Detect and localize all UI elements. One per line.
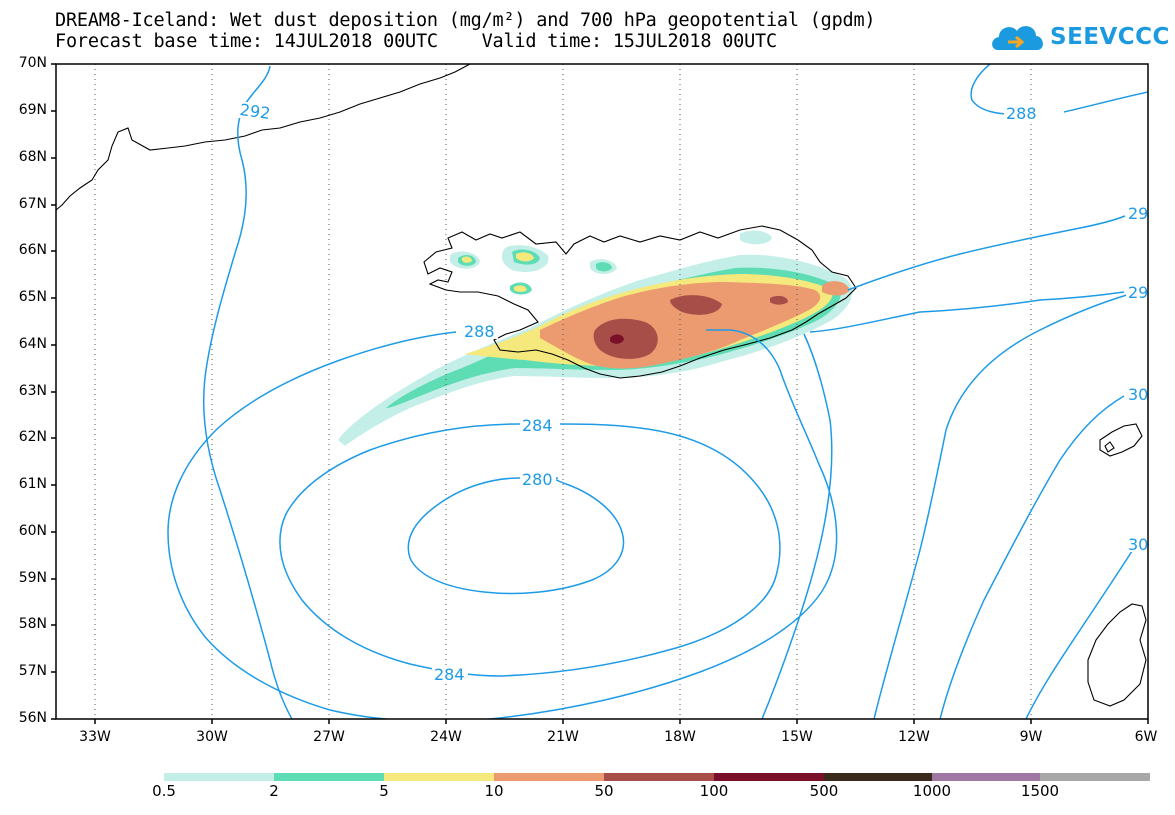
chart-title: DREAM8-Iceland: Wet dust deposition (mg/… [55,10,876,31]
colorbar-label: 100 [699,782,729,800]
contour-308-east [1025,547,1135,719]
lat-label: 70N [18,55,47,71]
geopotential-contours [167,64,1148,719]
contour-label-300: 30 [1128,385,1148,404]
scotland-coast [1087,603,1147,707]
lon-label: 6W [1134,729,1158,745]
contour-label-304: 30 [1128,535,1148,554]
lat-label: 68N [18,149,47,165]
lat-label: 59N [18,570,47,586]
colorbar-swatch [1040,773,1150,781]
lon-label: 24W [430,729,462,745]
deposition-100-500 [610,334,624,344]
contour-label-292: 292 [239,100,272,123]
lon-label: 18W [664,729,696,745]
iceland-coast [423,225,857,379]
contour-label-284: 284 [522,416,553,435]
lon-label: 27W [313,729,345,745]
lat-label: 63N [18,383,47,399]
colorbar-label: 1500 [1020,782,1060,800]
lat-label: 66N [18,242,47,258]
colorbar-swatch [384,773,494,781]
contour-labels: 292 288 29 29 30 30 288 284 280 284 [238,100,1148,684]
coastlines [55,63,1147,707]
deposition-0.5-2 [740,230,772,245]
colorbar-label: 50 [594,782,614,800]
colorbar-label: 10 [484,782,504,800]
colorbar-label: 0.5 [152,782,176,800]
contour-label-284: 284 [434,665,465,684]
colorbar-swatch [274,773,384,781]
colorbar-swatch [824,773,932,781]
deposition-50-100 [670,295,788,315]
lat-label: 61N [18,476,47,492]
contour-288-ring [167,329,838,719]
colorbar-swatch [494,773,604,781]
lat-label: 67N [18,196,47,212]
contour-280 [407,477,625,595]
colorbar-label: 5 [379,782,389,800]
lat-label: 57N [18,663,47,679]
contour-label-288: 288 [1006,104,1037,123]
contour-label-288: 288 [464,322,495,341]
logo-text: SEEVCCC [1050,24,1170,50]
lat-label: 60N [18,523,47,539]
contour-label-292: 29 [1128,204,1148,223]
deposition-2-5 [458,249,612,295]
faroe-coast [1104,441,1115,453]
contour-284 [279,423,781,677]
lat-label: 62N [18,429,47,445]
lon-label: 12W [898,729,930,745]
lat-label: 56N [18,710,47,726]
lon-label: 21W [547,729,579,745]
colorbar-swatch [714,773,824,781]
colorbar-label: 1000 [912,782,952,800]
colorbar-label: 500 [809,782,839,800]
deposition-5-10 [462,252,534,292]
norway-coast [1099,423,1143,457]
grid-lines [94,64,1032,719]
contour-292-west [202,65,293,719]
seevccc-logo: SEEVCCC [988,18,1169,58]
cloud-icon [992,26,1043,50]
contour-304-east [939,395,1125,719]
plot-frame [51,63,1149,724]
colorbar-swatch [932,773,1040,781]
lat-label: 58N [18,616,47,632]
lat-label: 64N [18,336,47,352]
lon-label: 15W [781,729,813,745]
contour-296-east [761,291,1125,719]
dust-deposition-field [338,230,853,446]
lat-label: 65N [18,289,47,305]
colorbar-swatch [164,773,274,781]
chart-subtitle: Forecast base time: 14JUL2018 00UTC Vali… [55,31,777,52]
colorbar-swatch [604,773,714,781]
deposition-50-100 [593,318,658,359]
lon-label: 30W [196,729,228,745]
lon-label: 33W [79,729,111,745]
contour-300-east [873,293,1131,719]
contour-label-280: 280 [522,470,553,489]
contour-292-east [847,215,1126,291]
contour-288-ne [970,64,1148,115]
lat-label: 69N [18,102,47,118]
greenland-coast [55,63,471,211]
contour-label-296: 29 [1128,283,1148,302]
lon-label: 9W [1019,729,1043,745]
colorbar-label: 2 [269,782,279,800]
